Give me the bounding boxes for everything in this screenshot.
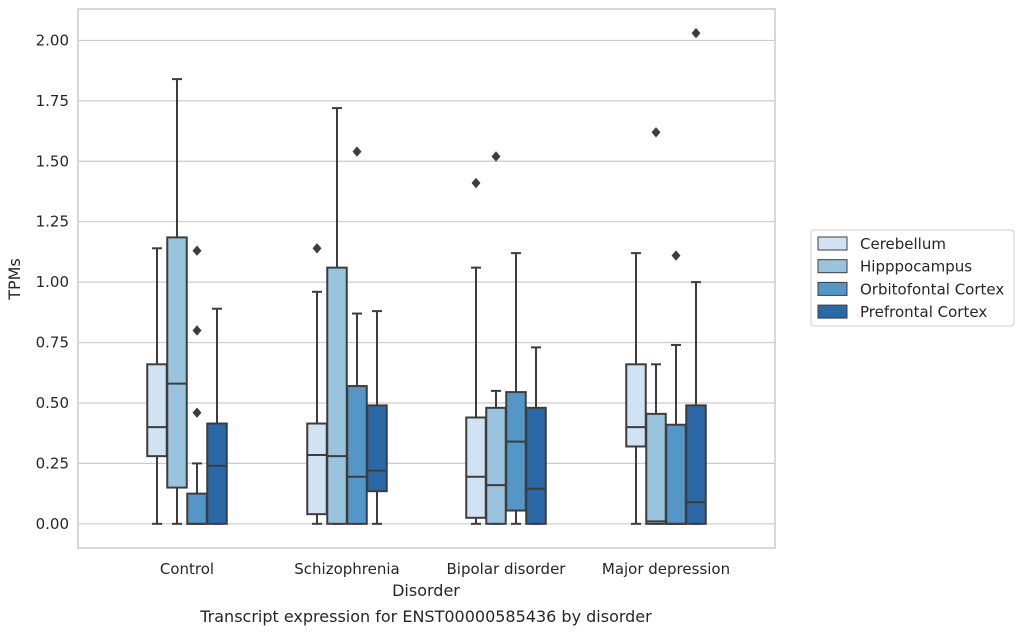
y-tick-label: 1.25 — [36, 213, 69, 231]
legend-label: Hipppocampus — [860, 258, 972, 276]
box-body — [346, 385, 368, 525]
box-prefrontal-cortex — [525, 346, 547, 525]
box-body — [625, 363, 647, 448]
outlier-point — [312, 243, 322, 254]
y-tick-label: 1.50 — [36, 152, 69, 170]
outlier-point — [651, 127, 661, 138]
outlier-point — [691, 27, 701, 39]
box-orbitofontal-cortex — [186, 245, 208, 525]
box-body — [166, 236, 188, 489]
box-prefrontal-cortex — [685, 27, 707, 525]
y-tick-label: 1.00 — [36, 273, 69, 291]
box-body — [146, 363, 168, 458]
box-hipppocampus — [166, 78, 188, 525]
y-tick-label: 0.50 — [36, 394, 69, 412]
x-tick-label: Bipolar disorder — [447, 560, 567, 578]
box-body — [505, 391, 527, 512]
box-body — [665, 423, 687, 525]
box-orbitofontal-cortex — [505, 252, 527, 525]
outlier-point — [471, 177, 481, 189]
y-tick-label: 0.75 — [36, 334, 69, 352]
box-body — [645, 412, 667, 525]
legend-swatch — [817, 281, 848, 296]
box-cerebellum — [306, 243, 328, 525]
legend-label: Cerebellum — [860, 235, 946, 253]
plot-frame — [77, 8, 776, 549]
outlier-point — [491, 151, 501, 162]
box-body — [685, 404, 707, 525]
box-cerebellum — [625, 252, 647, 525]
outlier-point — [192, 325, 202, 336]
box-cerebellum — [146, 247, 168, 525]
box-body — [186, 492, 208, 525]
box-orbitofontal-cortex — [665, 250, 687, 525]
y-tick-label: 1.75 — [36, 92, 69, 110]
x-axis-ticks: Control Schizophrenia Bipolar disorder Majo… — [160, 560, 730, 578]
box-hipppocampus — [645, 127, 667, 525]
figure-caption: Transcript expression for ENST0000058543… — [199, 607, 652, 626]
x-tick-label: Major depression — [602, 560, 730, 578]
legend-label: Prefrontal Cortex — [860, 303, 987, 321]
y-tick-label: 0.25 — [36, 454, 69, 472]
legend-frame — [810, 229, 1015, 327]
x-tick-label: Schizophrenia — [294, 560, 399, 578]
x-axis-title: Disorder — [392, 581, 460, 600]
y-axis-ticks: 0.00 0.25 0.50 0.75 1.00 1.25 1.50 1.75 2.00 — [36, 31, 69, 532]
legend-label: Orbitofontal Cortex — [860, 280, 1004, 298]
legend-items: Cerebellum Hipppocampus Orbitofontal Corte… — [817, 235, 1004, 321]
box-cerebellum — [465, 177, 487, 525]
outlier-point — [352, 146, 362, 157]
box-body — [525, 406, 547, 525]
y-tick-label: 0.00 — [36, 515, 69, 533]
y-tick-label: 2.00 — [36, 31, 69, 49]
legend-swatch — [817, 259, 848, 274]
legend-swatch — [817, 236, 848, 251]
box-body — [326, 266, 348, 525]
box-body — [485, 406, 507, 525]
box-orbitofontal-cortex — [346, 146, 368, 525]
legend-swatch — [817, 304, 848, 319]
outlier-point — [192, 245, 202, 256]
box-series-group — [146, 27, 707, 525]
box-body — [366, 404, 388, 493]
box-body — [306, 422, 328, 516]
box-prefrontal-cortex — [206, 307, 228, 525]
x-tick-label: Control — [160, 560, 214, 578]
y-axis-title: TPMs — [5, 258, 24, 301]
box-body — [206, 422, 228, 525]
legend: Cerebellum Hipppocampus Orbitofontal Corte… — [810, 229, 1015, 327]
box-prefrontal-cortex — [366, 310, 388, 525]
box-hipppocampus — [326, 107, 348, 525]
outlier-point — [671, 250, 681, 261]
box-hipppocampus — [485, 151, 507, 525]
box-body — [465, 416, 487, 519]
outlier-point — [192, 407, 202, 418]
plot-border — [77, 8, 776, 549]
